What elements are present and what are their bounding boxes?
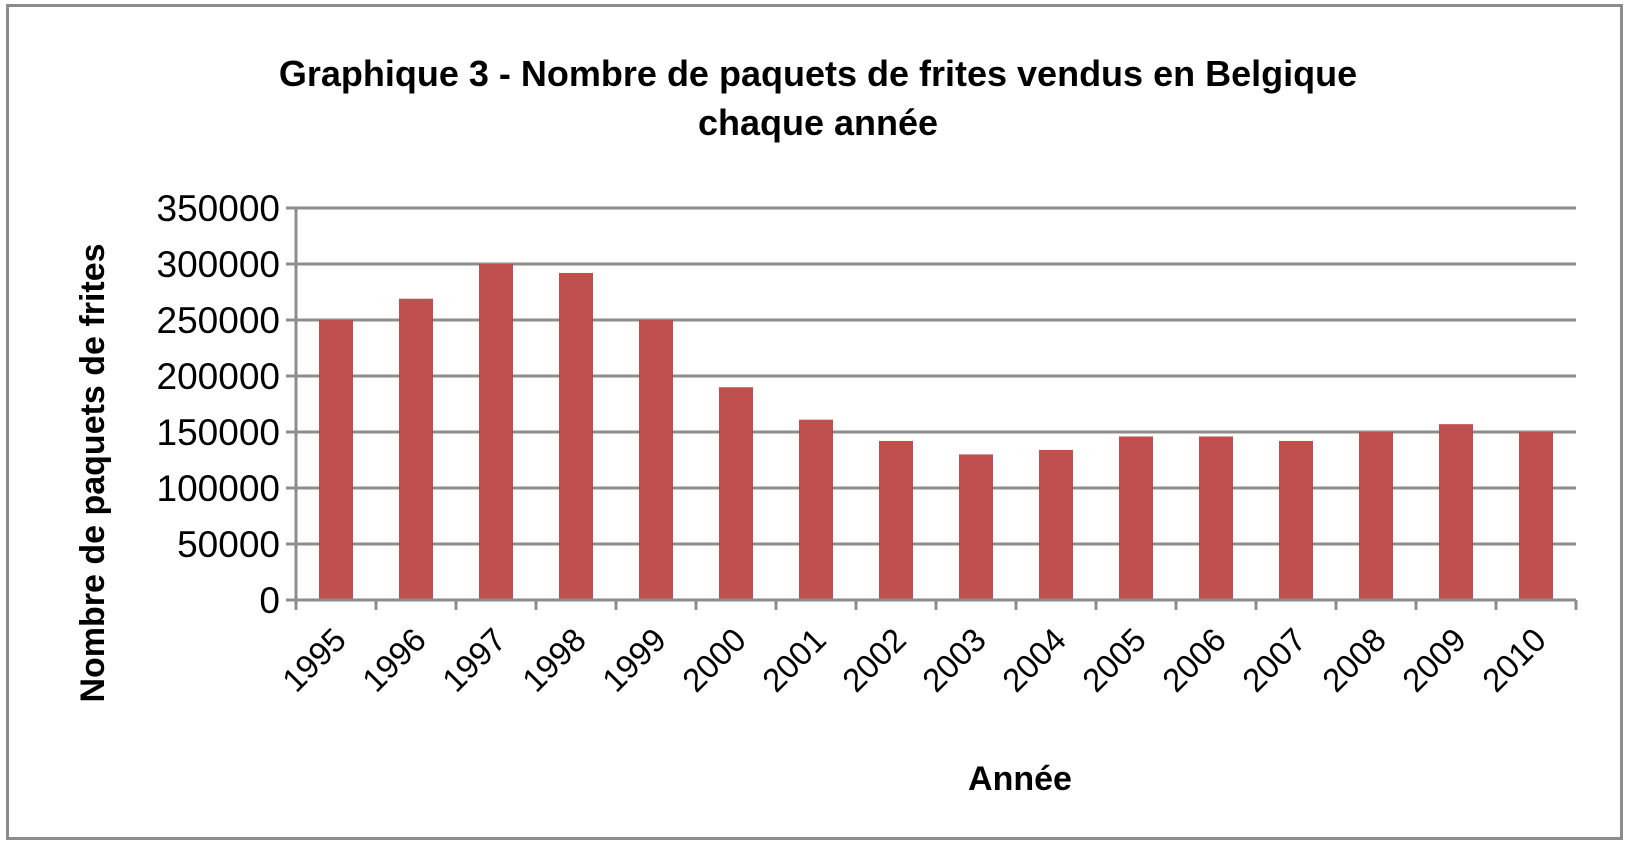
y-tick-label: 150000: [157, 412, 280, 453]
x-tick-label: 1996: [355, 621, 433, 699]
axes: [286, 206, 1578, 610]
x-axis-label: Année: [968, 760, 1072, 798]
y-axis-label: Nombre de paquets de frites: [74, 243, 112, 702]
x-tick-label: 2003: [915, 621, 993, 699]
bar: [799, 419, 833, 600]
y-tick-label: 350000: [157, 188, 280, 229]
bar: [879, 440, 913, 600]
x-tick-label: 2006: [1155, 621, 1233, 699]
x-tick-label: 1995: [275, 621, 353, 699]
y-tick-label: 0: [259, 580, 280, 621]
y-tick-label: 100000: [157, 468, 280, 509]
bar: [1039, 449, 1073, 600]
chart-title-line-2: chaque année: [698, 102, 938, 143]
x-tick-label: 2008: [1315, 621, 1393, 699]
bars: [319, 264, 1553, 600]
y-tick-label: 200000: [157, 356, 280, 397]
x-tick-label: 2007: [1235, 621, 1313, 699]
chart-title: Graphique 3 - Nombre de paquets de frite…: [279, 53, 1357, 143]
x-tick-label: 1999: [595, 621, 673, 699]
x-tick-label: 1997: [435, 621, 513, 699]
x-tick-label: 2000: [675, 621, 753, 699]
x-tick-label: 2002: [835, 621, 913, 699]
x-tick-label: 2001: [755, 621, 833, 699]
bar: [1439, 424, 1473, 600]
x-tick-label: 1998: [515, 621, 593, 699]
bar: [959, 454, 993, 600]
chart-title-line-1: Graphique 3 - Nombre de paquets de frite…: [279, 53, 1357, 94]
bar: [559, 272, 593, 600]
y-tick-label: 250000: [157, 300, 280, 341]
y-tick-labels: 0 50000 100000 150000 200000 250000 300000 3500…: [157, 188, 280, 621]
bar: [719, 387, 753, 600]
bar: [1199, 436, 1233, 600]
y-tick-label: 50000: [177, 524, 280, 565]
bar: [639, 320, 673, 600]
x-tick-label: 2005: [1075, 621, 1153, 699]
bar: [1119, 436, 1153, 600]
x-tick-label: 2004: [995, 621, 1073, 699]
bar: [479, 264, 513, 600]
bar: [1359, 432, 1393, 600]
y-tick-label: 300000: [157, 244, 280, 285]
x-tick-label: 2009: [1395, 621, 1473, 699]
bar: [1519, 432, 1553, 600]
bar: [399, 298, 433, 600]
bar: [1279, 440, 1313, 600]
x-tick-label: 2010: [1475, 621, 1553, 699]
x-tick-labels: 1995 1996 1997 1998 1999 2000 2001 2002 2003 2004…: [275, 621, 1553, 699]
bar: [319, 320, 353, 600]
